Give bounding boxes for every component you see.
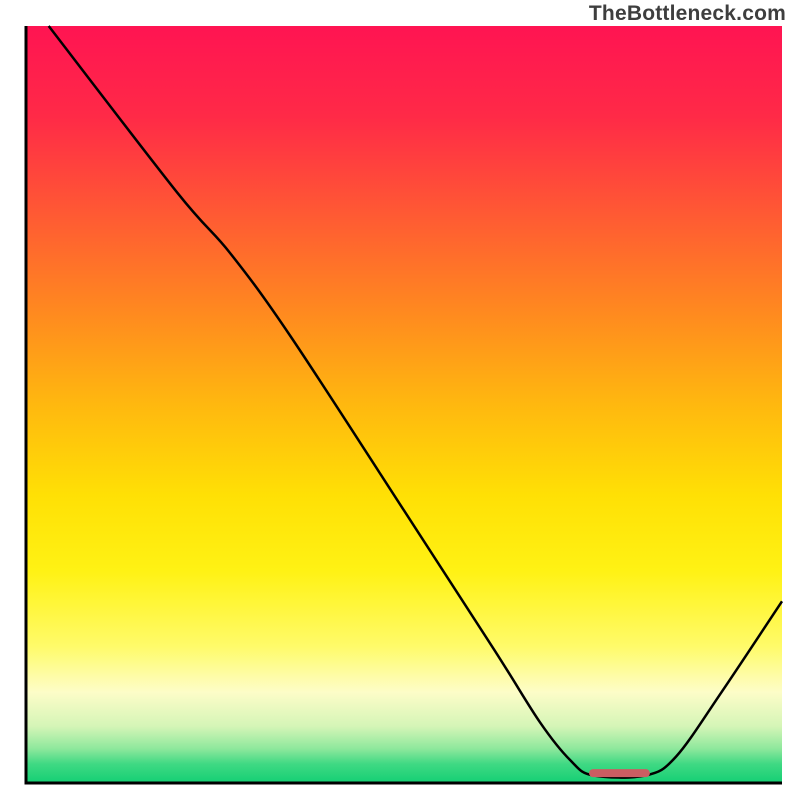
chart-container: { "attribution": { "text": "TheBottlenec… [0, 0, 800, 800]
plot-background [26, 26, 782, 783]
bottleneck-chart [0, 0, 800, 800]
